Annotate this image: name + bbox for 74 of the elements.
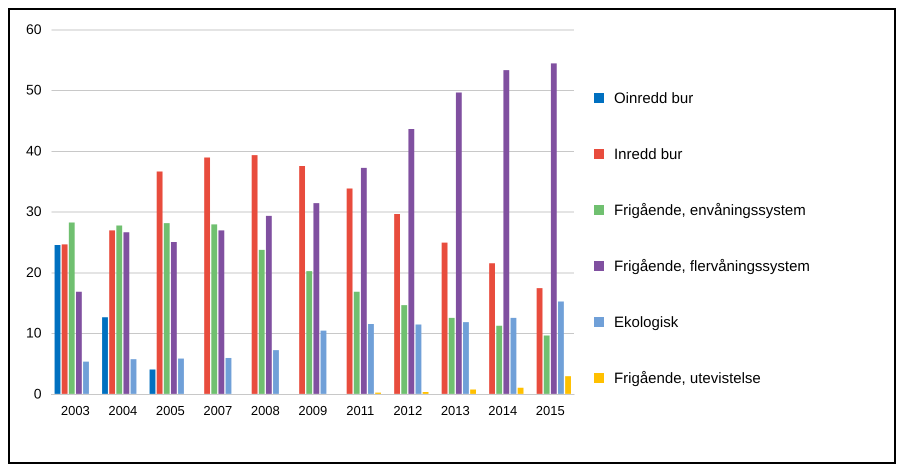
x-tick-label: 2012 [393, 402, 422, 418]
bar [368, 324, 374, 394]
bar [299, 166, 306, 394]
bar [360, 168, 367, 394]
legend-label: Ekologisk [614, 314, 678, 330]
bar [266, 216, 272, 394]
bar [456, 92, 462, 394]
bar [204, 158, 210, 394]
y-tick-label: 50 [26, 82, 42, 98]
y-tick-label: 40 [26, 142, 42, 158]
bar [470, 390, 476, 394]
legend-label: Frigående, envåningssystem [614, 202, 806, 218]
bar [448, 318, 455, 394]
bar [226, 358, 232, 394]
legend-label: Inredd bur [614, 146, 682, 162]
bar [150, 370, 156, 394]
x-tick-label: 2014 [488, 402, 518, 418]
y-tick-label: 60 [26, 20, 42, 37]
bar [102, 317, 108, 394]
bar [109, 230, 116, 394]
x-tick-label: 2003 [60, 402, 90, 418]
bar [544, 335, 550, 394]
bar [408, 128, 414, 394]
bar [178, 358, 184, 394]
bar [320, 330, 326, 394]
x-tick-label: 2011 [346, 402, 374, 418]
bar [394, 214, 400, 394]
y-tick-label: 30 [26, 203, 42, 220]
bar [536, 288, 542, 394]
x-tick-label: 2005 [156, 402, 185, 418]
bar [510, 318, 516, 394]
bar [503, 70, 510, 394]
bar [273, 350, 279, 394]
bar [416, 324, 422, 394]
bar [354, 292, 360, 394]
bar [83, 362, 89, 394]
bar [252, 155, 258, 394]
y-tick-label: 0 [34, 385, 42, 402]
bar [558, 301, 564, 394]
x-tick-label: 2013 [440, 402, 470, 418]
x-tick-label: 2008 [250, 402, 280, 418]
bar [550, 63, 557, 394]
x-tick-label: 2009 [298, 402, 328, 418]
bar [123, 232, 130, 394]
bar [518, 388, 524, 394]
bar [54, 244, 60, 394]
bar [170, 242, 177, 394]
bar [346, 188, 353, 394]
bar [401, 305, 408, 394]
bar [306, 271, 312, 394]
bar [76, 292, 82, 394]
bar [565, 376, 571, 394]
legend-label: Frigående, flervåningssystem [614, 258, 810, 274]
bar [156, 172, 163, 394]
x-tick-label: 2007 [203, 402, 232, 418]
bar [68, 222, 75, 394]
x-tick-label: 2015 [536, 402, 565, 418]
y-tick-label: 20 [26, 264, 42, 280]
legend-label: Frigående, utevistelse [614, 370, 761, 386]
legend-label: Oinredd bur [614, 90, 694, 106]
bar [164, 223, 170, 394]
bar [211, 224, 218, 394]
bar [489, 263, 495, 394]
bar [130, 359, 136, 394]
bar [313, 203, 320, 394]
bar [116, 226, 122, 394]
bar [218, 230, 224, 394]
bar [258, 250, 265, 394]
y-tick-label: 10 [26, 324, 42, 341]
x-tick-label: 2004 [108, 402, 138, 418]
bar [442, 242, 448, 394]
bar [463, 322, 469, 394]
bar [62, 244, 68, 394]
bar [496, 326, 502, 394]
